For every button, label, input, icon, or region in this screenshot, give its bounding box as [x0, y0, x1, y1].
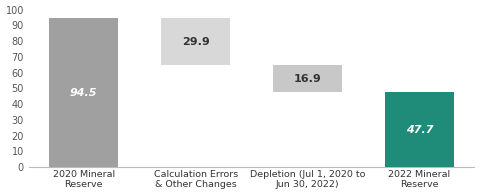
- Text: 29.9: 29.9: [182, 37, 210, 47]
- Text: 16.9: 16.9: [294, 74, 322, 84]
- Bar: [273, 65, 342, 92]
- Text: 94.5: 94.5: [70, 88, 97, 98]
- Bar: [161, 18, 230, 65]
- Bar: [385, 92, 454, 167]
- Text: 47.7: 47.7: [406, 125, 433, 135]
- Bar: [49, 18, 119, 167]
